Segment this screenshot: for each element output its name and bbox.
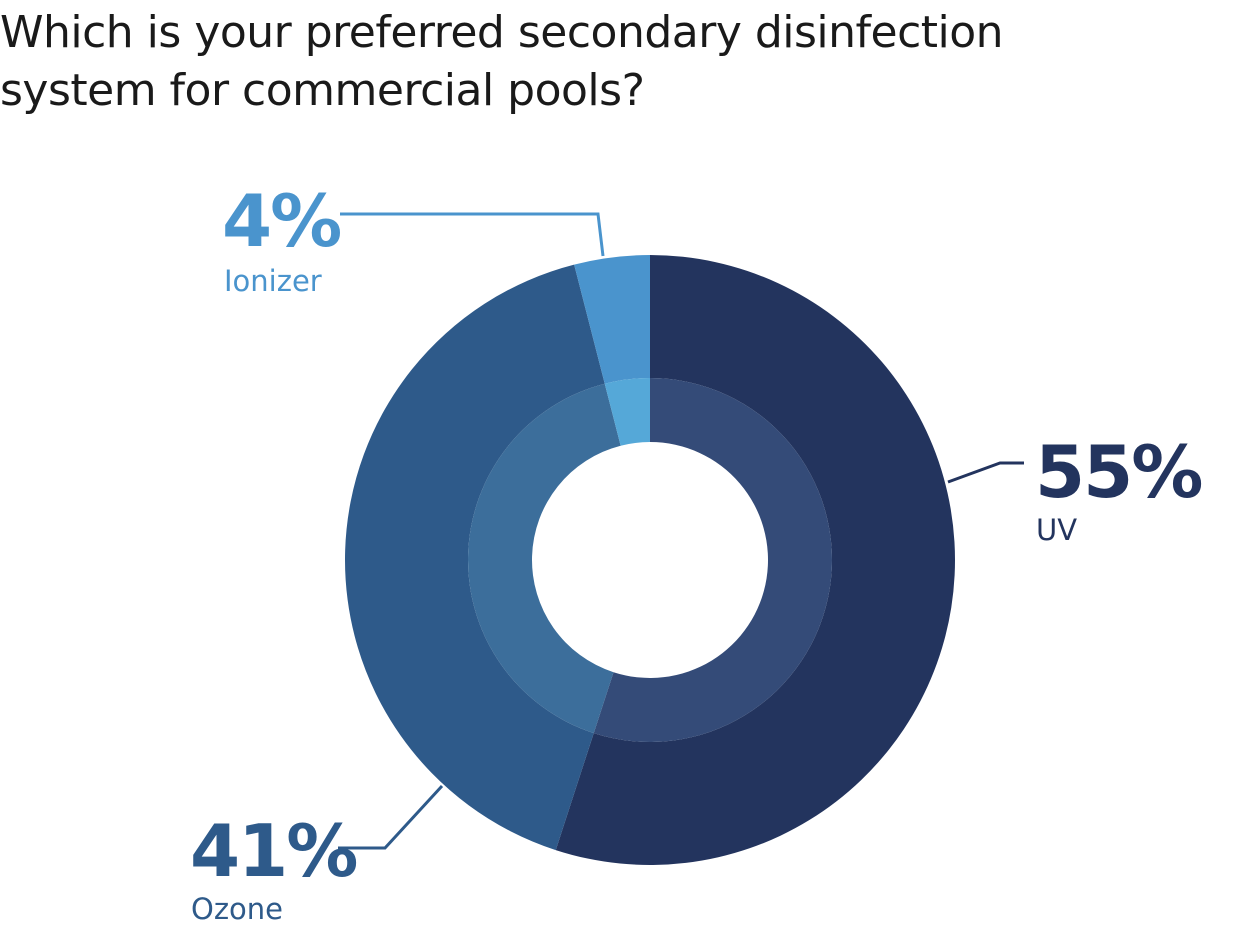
slice-ozone-inner	[468, 383, 621, 734]
data-label-uv-name: UV	[1036, 513, 1077, 547]
slice-ionizer-outer	[574, 255, 650, 384]
slice-uv-inner	[593, 378, 832, 742]
data-label-ionizer-name: Ionizer	[224, 264, 322, 298]
data-label-ozone-name: Ozone	[191, 892, 283, 926]
leader-line-ionizer	[340, 212, 605, 257]
slice-ozone-outer	[345, 264, 605, 851]
leader-lines	[338, 212, 1024, 850]
chart-title-line-2: system for commercial pools?	[0, 65, 645, 116]
slice-uv-outer	[555, 255, 955, 865]
data-label-ozone-percent: 41%	[190, 809, 356, 893]
data-label-ionizer-percent: 4%	[222, 179, 340, 263]
chart-title-line-1: Which is your preferred secondary disinf…	[0, 7, 1004, 58]
donut-slices	[345, 255, 955, 865]
slice-labels: 55%UV 41%Ozone 4%Ionizer	[190, 179, 1203, 926]
data-label-uv-percent: 55%	[1035, 430, 1201, 514]
slice-ionizer-inner	[604, 378, 650, 446]
leader-line-uv	[947, 461, 1024, 484]
chart-title: Which is your preferred secondary disinf…	[0, 4, 1230, 120]
leader-line-ozone	[338, 784, 444, 850]
